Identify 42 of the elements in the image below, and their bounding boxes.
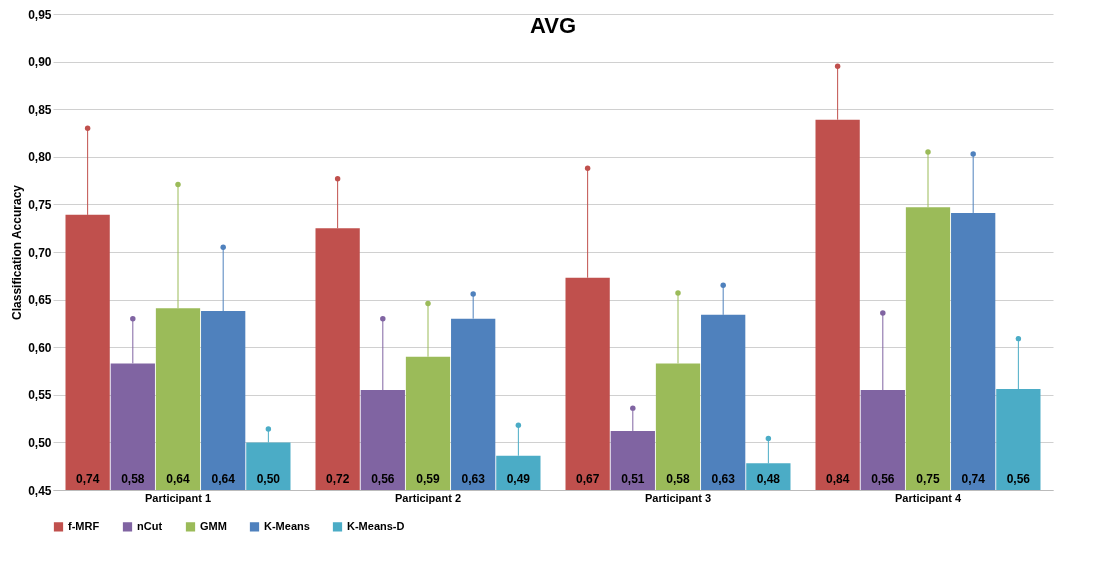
data-label: 0,64 [211, 472, 236, 486]
data-label: 0,49 [506, 472, 531, 486]
x-tick-label: Participant 1 [144, 491, 212, 504]
data-label: 0,56 [371, 472, 395, 486]
y-tick-label: 0,45 [28, 483, 52, 498]
data-label: 0,56 [1006, 472, 1031, 486]
data-label: 0,63 [461, 472, 486, 486]
chart-title: AVG [529, 13, 577, 38]
legend-label: GMM [200, 519, 227, 532]
data-label: 0,67 [575, 472, 600, 486]
data-label: 0,74 [75, 472, 100, 486]
x-tick-label: Participant 2 [394, 491, 462, 504]
data-label: 0,63 [711, 472, 736, 486]
legend-label: K-Means [264, 519, 310, 532]
data-label: 0,58 [666, 472, 690, 486]
y-tick-label: 0,95 [28, 7, 52, 22]
y-tick-label: 0,75 [28, 197, 52, 212]
data-label: 0,72 [325, 472, 350, 486]
data-label: 0,64 [166, 472, 190, 486]
y-tick-label: 0,80 [28, 150, 52, 165]
data-label: 0,74 [961, 472, 986, 486]
y-tick-label: 0,60 [28, 340, 52, 355]
data-label: 0,48 [756, 472, 781, 486]
data-label: 0,84 [825, 472, 850, 486]
y-tick-label: 0,50 [28, 435, 52, 450]
y-tick-label: 0,65 [28, 293, 52, 308]
y-tick-label: 0,85 [28, 102, 52, 117]
x-tick-label: Participant 3 [644, 491, 712, 504]
legend-label: f-MRF [68, 519, 100, 532]
y-axis-title: Classification Accuracy [10, 184, 25, 320]
data-label: 0,58 [121, 472, 145, 486]
x-tick-label: Participant 4 [894, 491, 962, 504]
legend-label: K-Means-D [347, 519, 405, 532]
data-label: 0,51 [621, 472, 645, 486]
data-label: 0,75 [916, 472, 940, 486]
data-label: 0,50 [256, 472, 281, 486]
legend-label: nCut [137, 519, 163, 532]
data-label: 0,56 [871, 472, 895, 486]
y-tick-label: 0,70 [28, 245, 52, 260]
data-label: 0,59 [416, 472, 440, 486]
y-tick-label: 0,55 [28, 388, 52, 403]
y-tick-label: 0,90 [28, 55, 52, 70]
